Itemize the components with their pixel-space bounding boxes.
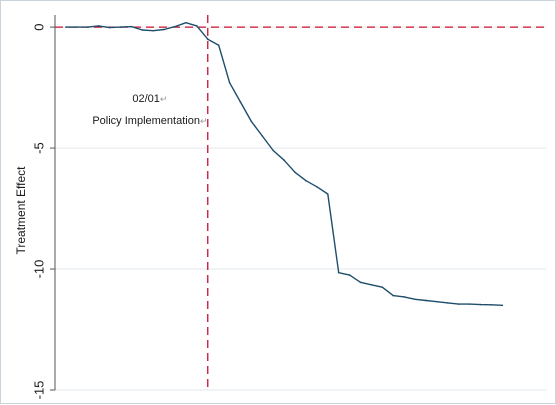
- reference-line-layer: [55, 15, 546, 390]
- data-point: [76, 26, 78, 28]
- data-point: [239, 101, 242, 103]
- data-point: [108, 26, 111, 29]
- data-point: [228, 81, 231, 84]
- y-tick-label: 0: [32, 23, 47, 30]
- data-point: [414, 298, 416, 301]
- series-layer: [65, 21, 504, 307]
- data-point: [261, 135, 264, 137]
- data-point: [501, 304, 504, 307]
- annotation-date: 02/01↵: [132, 93, 167, 105]
- data-point: [174, 25, 176, 28]
- data-point: [490, 304, 493, 306]
- data-point: [294, 171, 296, 174]
- data-point: [97, 25, 100, 27]
- data-point: [337, 271, 340, 274]
- y-tick-label: -10: [32, 260, 47, 279]
- data-point: [447, 302, 449, 304]
- data-point: [152, 29, 154, 32]
- data-point: [206, 38, 209, 40]
- annotation-label: Policy Implementation↵: [92, 115, 207, 127]
- data-point: [119, 26, 122, 28]
- data-point: [436, 300, 438, 303]
- series-line: [65, 22, 503, 306]
- y-axis: 0 -5 -10 -15: [32, 15, 56, 400]
- data-point: [283, 159, 285, 161]
- y-tick-label: -15: [32, 381, 47, 400]
- grid-layer: [55, 26, 546, 391]
- y-axis-title: Treatment Effect: [14, 166, 28, 255]
- data-point: [381, 286, 384, 288]
- return-mark: ↵: [160, 94, 168, 104]
- data-point: [163, 28, 165, 31]
- data-point: [479, 303, 482, 306]
- data-point: [316, 185, 318, 188]
- data-point: [250, 120, 253, 123]
- data-point: [196, 25, 198, 27]
- data-point: [185, 21, 187, 24]
- data-point: [217, 44, 220, 47]
- return-mark: ↵: [200, 116, 208, 126]
- data-point: [457, 303, 460, 305]
- data-point: [86, 26, 89, 28]
- data-point: [141, 29, 144, 31]
- data-point: [130, 25, 133, 28]
- data-point: [348, 274, 351, 276]
- data-point: [272, 149, 275, 152]
- data-point: [65, 26, 67, 28]
- annotation-layer: 02/01↵ Policy Implementation↵: [92, 93, 207, 127]
- data-point: [425, 299, 427, 302]
- data-point: [370, 283, 373, 286]
- data-point: [359, 281, 362, 284]
- y-tick-label: -5: [32, 142, 47, 154]
- data-point: [392, 294, 395, 297]
- data-point: [468, 303, 471, 305]
- data-point: [305, 179, 307, 182]
- data-point: [326, 193, 329, 195]
- data-point: [403, 296, 405, 298]
